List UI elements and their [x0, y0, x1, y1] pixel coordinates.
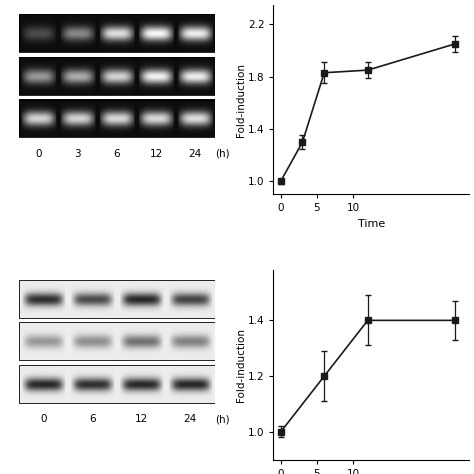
Bar	[19, 322, 215, 360]
Bar	[19, 57, 215, 95]
Text: 6: 6	[114, 149, 120, 159]
Y-axis label: Fold-induction: Fold-induction	[237, 328, 246, 402]
Y-axis label: Fold-induction: Fold-induction	[237, 63, 246, 137]
Text: 12: 12	[135, 414, 148, 424]
Bar	[19, 365, 215, 403]
Text: 6: 6	[89, 414, 96, 424]
X-axis label: Time: Time	[358, 219, 385, 229]
Text: 24: 24	[183, 414, 197, 424]
Text: 3: 3	[74, 149, 81, 159]
Text: 0: 0	[40, 414, 46, 424]
Text: (h): (h)	[215, 414, 229, 424]
Bar	[19, 100, 215, 137]
Bar	[19, 280, 215, 318]
Text: 12: 12	[149, 149, 163, 159]
Text: 24: 24	[189, 149, 202, 159]
Bar	[19, 14, 215, 52]
Text: 0: 0	[35, 149, 42, 159]
Text: (h): (h)	[215, 149, 229, 159]
